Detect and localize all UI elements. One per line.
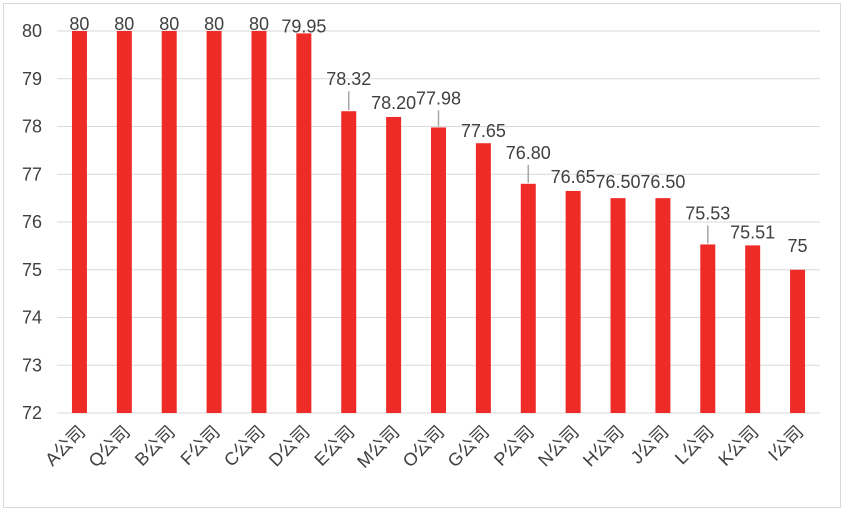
category-label: E公司 [310, 422, 358, 470]
data-label: 75 [788, 236, 808, 256]
bar [206, 31, 222, 413]
bar [161, 31, 177, 413]
category-label: K公司 [714, 422, 762, 470]
category-label: L公司 [671, 422, 718, 469]
bar [745, 245, 761, 413]
category-label: I公司 [764, 422, 807, 465]
bars [71, 31, 806, 413]
bar [341, 111, 357, 413]
category-label: B公司 [131, 422, 179, 470]
data-label: 80 [69, 14, 89, 34]
bar [610, 198, 626, 413]
data-label: 80 [114, 14, 134, 34]
data-label: 77.98 [416, 88, 461, 108]
bar [116, 31, 132, 413]
y-tick-label: 77 [22, 164, 42, 184]
data-label: 76.80 [506, 143, 551, 163]
data-label: 76.50 [640, 172, 685, 192]
data-label: 79.95 [281, 16, 326, 36]
bar [565, 190, 581, 413]
y-tick-label: 72 [22, 403, 42, 423]
y-tick-label: 75 [22, 260, 42, 280]
category-label: M公司 [353, 422, 403, 472]
category-label: F公司 [177, 422, 224, 469]
data-label: 78.20 [371, 93, 416, 113]
bar [71, 31, 87, 413]
data-label: 75.51 [730, 222, 775, 242]
y-tick-label: 74 [22, 308, 42, 328]
data-label: 75.53 [685, 203, 730, 223]
category-label: J公司 [627, 422, 673, 468]
y-tick-label: 78 [22, 117, 42, 137]
bar [520, 183, 536, 413]
y-axis-ticks: 72 73 74 75 76 77 78 79 80 [22, 21, 42, 423]
data-label: 77.65 [461, 121, 506, 141]
y-tick-label: 80 [22, 21, 42, 41]
data-label: 80 [159, 14, 179, 34]
data-label: 78.32 [326, 69, 371, 89]
category-label: H公司 [579, 422, 628, 471]
category-label: G公司 [444, 422, 494, 472]
bar [296, 33, 312, 413]
data-label: 76.65 [551, 167, 596, 187]
y-tick-label: 79 [22, 69, 42, 89]
bar [386, 116, 402, 413]
bar [251, 31, 267, 413]
category-label: A公司 [41, 422, 89, 470]
y-tick-label: 76 [22, 212, 42, 232]
category-label: Q公司 [85, 422, 135, 472]
category-label: N公司 [534, 422, 583, 471]
category-label: O公司 [399, 422, 449, 472]
data-label: 80 [249, 14, 269, 34]
y-tick-label: 73 [22, 355, 42, 375]
x-axis-labels: A公司Q公司B公司F公司C公司D公司E公司M公司O公司G公司P公司N公司H公司J… [41, 422, 807, 472]
bar [475, 143, 491, 413]
data-label: 80 [204, 14, 224, 34]
category-label: C公司 [220, 422, 269, 471]
bar [655, 198, 671, 413]
bar [790, 269, 806, 413]
data-label: 76.50 [596, 172, 641, 192]
bar [700, 244, 716, 413]
category-label: P公司 [490, 422, 538, 470]
leader-lines [347, 91, 709, 244]
bar [431, 127, 446, 413]
category-label: D公司 [265, 422, 314, 471]
